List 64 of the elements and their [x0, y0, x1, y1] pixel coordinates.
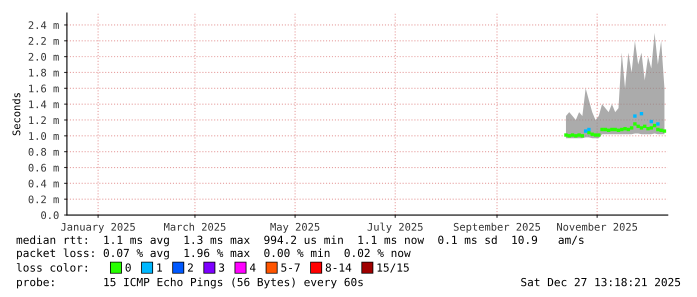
point [640, 112, 644, 116]
y-tick-label: 0.0 [41, 211, 59, 220]
point [620, 128, 624, 132]
legend-label: 2 [188, 263, 193, 272]
point [650, 120, 654, 124]
legend-label: 15/15 [378, 263, 409, 273]
point [587, 130, 591, 134]
point [610, 128, 614, 132]
text: packet loss: 0.07 % avg 1.96 % max 0.00 % min 0.02 % now [17, 248, 411, 260]
text: median rtt: 1.1 ms avg 1.3 ms max 994.2 us min 1.1 ms now 0.1 ms sd 10.9 am/s [16, 235, 584, 246]
x-tick-label: July 2025 [368, 222, 423, 233]
y-tick-label: 2.4 m [28, 21, 59, 29]
legend-title: loss color: [16, 263, 87, 272]
point [623, 127, 627, 130]
x-tick-label: May 2025 [270, 222, 320, 233]
y-tick-label: 0.4 m [28, 180, 59, 188]
point [656, 128, 660, 132]
y-tick-label: 2.0 m [28, 52, 59, 61]
point [650, 126, 654, 130]
legend-label: 1 [157, 263, 162, 272]
x-tick-label: September 2025 [454, 222, 540, 233]
legend-label: 5-7 [281, 263, 300, 272]
y-tick-label: 1.8 m [29, 68, 59, 77]
point [597, 133, 600, 137]
point [626, 128, 630, 132]
point [606, 128, 610, 132]
point [636, 124, 640, 128]
point [646, 127, 650, 130]
point [630, 126, 634, 130]
legend-label: 3 [218, 263, 224, 272]
point [640, 126, 644, 130]
x-tick-label: March 2025 [164, 222, 226, 231]
point [656, 122, 660, 126]
y-tick-label: 2.2 m [28, 37, 59, 45]
y-tick-label: 0.6 m [28, 164, 59, 172]
y-tick-label: 1.4 m [29, 100, 59, 108]
x-tick-label: January 2025 [61, 222, 135, 233]
y-tick-label: 1.0 m [29, 132, 59, 140]
y-axis-title: Seconds [12, 93, 20, 136]
point [580, 134, 584, 138]
y-tick-label: 1.6 m [29, 84, 59, 92]
point [662, 129, 666, 133]
point [633, 114, 637, 118]
y-tick-label: 0.2 m [28, 195, 59, 204]
point [574, 134, 578, 138]
point [568, 134, 571, 138]
point [659, 128, 663, 132]
point [643, 124, 646, 128]
y-tick-label: 0.8 m [28, 148, 59, 156]
x-tick-label: November 2025 [557, 222, 638, 231]
legend-label: 8-14 [326, 263, 352, 272]
point [613, 128, 617, 132]
point [604, 128, 608, 132]
point [633, 122, 637, 126]
text: probe: 15 ICMP Echo Pings (56 Bytes) every 60s [17, 278, 363, 288]
legend-label: 0 [126, 263, 131, 272]
text: Sat Dec 27 13:18:21 2025 [521, 278, 680, 286]
y-tick-label: 1.2 m [29, 116, 59, 124]
legend-label: 4 [250, 263, 256, 272]
point [590, 132, 594, 136]
point [616, 128, 620, 132]
point [564, 133, 568, 137]
point [587, 128, 591, 132]
point [584, 129, 588, 133]
